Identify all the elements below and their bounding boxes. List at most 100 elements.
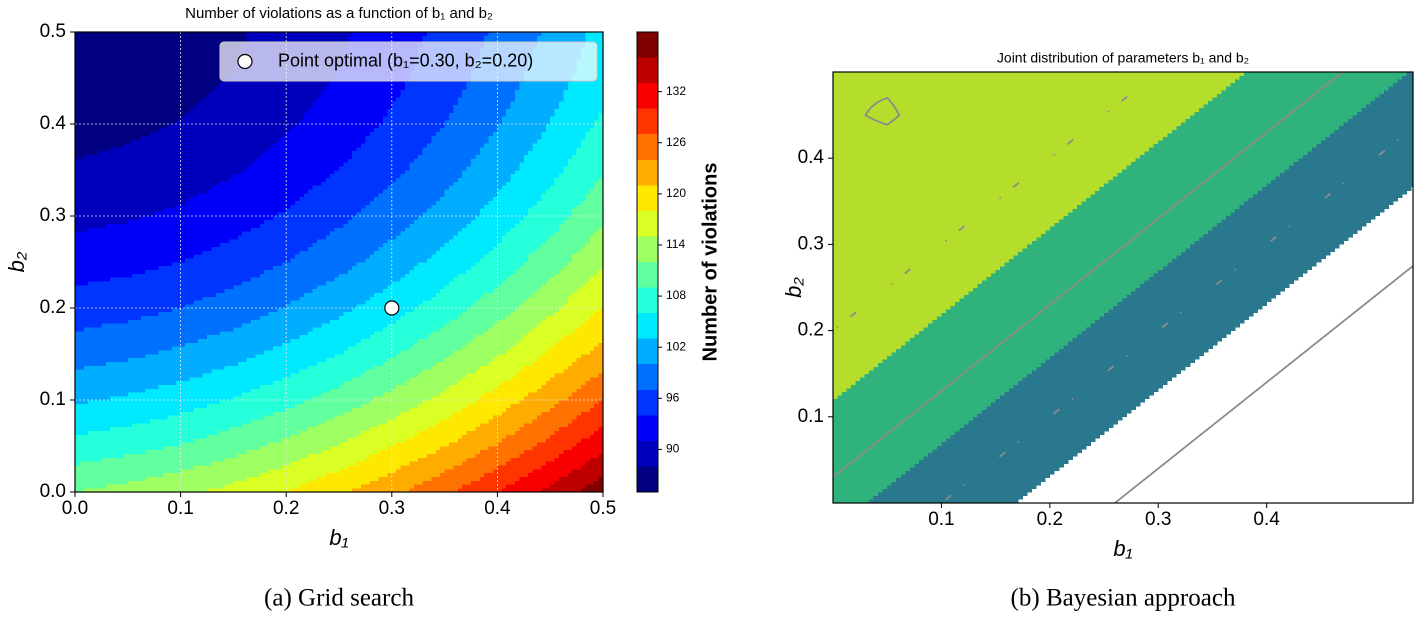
contour-fill bbox=[127, 135, 142, 140]
contour-fill bbox=[1266, 179, 1272, 184]
contour-fill bbox=[550, 415, 577, 420]
contour-fill bbox=[1212, 82, 1231, 87]
contour-fill bbox=[444, 376, 463, 382]
contour-fill bbox=[299, 196, 340, 201]
contour-fill bbox=[242, 323, 287, 328]
contour-fill bbox=[391, 303, 419, 309]
contour-fill bbox=[1320, 121, 1344, 127]
contour-fill bbox=[833, 211, 888, 216]
contour-fill bbox=[887, 147, 942, 152]
contour-fill bbox=[550, 231, 555, 236]
contour-fill bbox=[1266, 236, 1322, 242]
contour-fill bbox=[887, 118, 942, 123]
contour-fill bbox=[444, 415, 450, 420]
contour-fill bbox=[1000, 265, 1051, 270]
contour-fill bbox=[1104, 262, 1159, 267]
contour-fill bbox=[1158, 179, 1213, 184]
contour-fill bbox=[995, 348, 1051, 353]
contour-fill bbox=[339, 311, 344, 316]
contour-fill bbox=[383, 242, 393, 247]
contour-fill bbox=[941, 287, 974, 292]
contour-fill bbox=[180, 399, 221, 405]
contour-fill bbox=[369, 453, 393, 458]
contour-fill bbox=[1212, 326, 1236, 331]
contour-fill bbox=[833, 244, 888, 249]
contour-fill bbox=[559, 223, 603, 228]
contour-fill bbox=[259, 273, 287, 278]
contour-fill bbox=[75, 169, 129, 175]
contour-fill bbox=[339, 411, 344, 416]
contour-fill bbox=[497, 192, 542, 198]
contour-fill bbox=[497, 116, 503, 121]
contour-fill bbox=[1104, 104, 1159, 109]
contour-fill bbox=[1320, 218, 1371, 224]
contour-fill bbox=[1320, 211, 1376, 216]
contour-fill bbox=[193, 254, 234, 259]
contour-fill bbox=[941, 412, 978, 418]
contour-fill bbox=[1049, 394, 1105, 400]
contour-fill bbox=[589, 407, 603, 412]
contour-fill bbox=[585, 319, 603, 324]
contour-fill bbox=[977, 283, 997, 288]
contour-fill bbox=[537, 35, 551, 40]
contour-fill bbox=[541, 196, 551, 201]
contour-fill bbox=[339, 407, 353, 412]
contour-fill bbox=[833, 190, 888, 195]
contour-fill bbox=[339, 376, 353, 382]
contour-fill bbox=[83, 154, 129, 159]
contour-fill bbox=[1104, 366, 1159, 371]
contour-fill bbox=[211, 89, 234, 94]
contour-fill bbox=[193, 407, 234, 412]
contour-fill bbox=[365, 369, 393, 374]
contour-fill bbox=[1158, 384, 1164, 389]
contour-fill bbox=[532, 146, 551, 152]
contour-fill bbox=[339, 234, 393, 240]
contour-fill bbox=[127, 415, 168, 420]
contour-fill bbox=[550, 338, 560, 343]
contour-fill bbox=[286, 399, 305, 405]
contour-fill bbox=[1144, 150, 1159, 155]
contour-fill bbox=[995, 438, 1051, 443]
contour-fill bbox=[127, 246, 181, 251]
contour-fill bbox=[1081, 330, 1105, 335]
contour-fill bbox=[75, 89, 129, 94]
contour-fill bbox=[1049, 125, 1105, 130]
contour-fill bbox=[281, 464, 287, 470]
contour-fill bbox=[233, 81, 287, 86]
contour-fill bbox=[1085, 197, 1105, 202]
contour-fill bbox=[510, 403, 551, 408]
contour-fill bbox=[941, 89, 997, 94]
contour-fill bbox=[290, 487, 340, 492]
contour-fill bbox=[127, 369, 181, 374]
contour-fill bbox=[127, 399, 181, 405]
contour-fill bbox=[378, 422, 393, 428]
contour-fill bbox=[1375, 118, 1413, 123]
contour-fill bbox=[1049, 247, 1105, 252]
contour-fill bbox=[413, 265, 445, 270]
contour-fill bbox=[1375, 150, 1413, 155]
contour-fill bbox=[887, 348, 897, 353]
contour-fill bbox=[1406, 72, 1413, 76]
contour-fill bbox=[887, 333, 915, 339]
contour-fill bbox=[202, 250, 234, 255]
contour-fill bbox=[391, 461, 410, 466]
contour-fill bbox=[391, 323, 445, 328]
contour-fill bbox=[409, 346, 445, 351]
contour-fill bbox=[1212, 287, 1268, 292]
contour-fill bbox=[909, 337, 942, 342]
contour-fill bbox=[286, 311, 340, 316]
contour-fill bbox=[1194, 111, 1213, 116]
contour-fill bbox=[462, 227, 498, 232]
contour-fill bbox=[391, 131, 437, 136]
contour-fill bbox=[510, 100, 551, 106]
contour-fill bbox=[550, 476, 560, 481]
contour-fill bbox=[1212, 211, 1231, 216]
contour-fill bbox=[941, 118, 997, 123]
contour-fill bbox=[995, 272, 1051, 278]
contour-fill bbox=[576, 326, 603, 332]
contour-fill bbox=[75, 323, 102, 328]
contour-fill bbox=[400, 411, 445, 416]
contour-fill bbox=[1212, 114, 1268, 119]
contour-fill bbox=[391, 426, 428, 431]
contour-fill bbox=[995, 499, 1019, 503]
